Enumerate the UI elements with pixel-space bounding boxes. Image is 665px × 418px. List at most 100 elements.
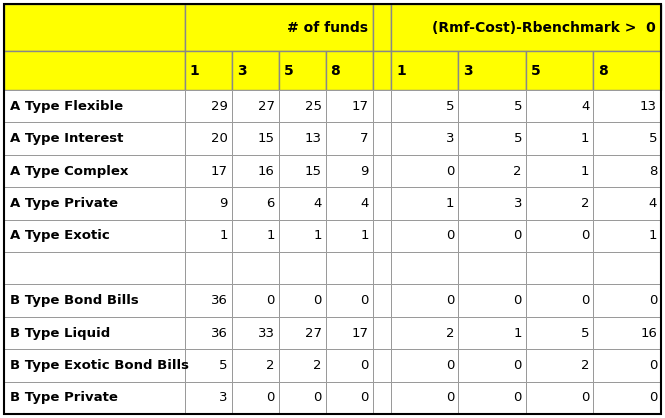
Bar <box>326 349 372 382</box>
Text: B Type Private: B Type Private <box>10 391 118 404</box>
Bar <box>279 252 326 284</box>
Bar <box>279 317 326 349</box>
Text: 0: 0 <box>513 391 522 404</box>
Bar <box>391 187 458 220</box>
Text: A Type Interest: A Type Interest <box>10 132 124 145</box>
Bar <box>372 90 391 122</box>
Bar <box>391 90 458 122</box>
Bar <box>526 122 593 155</box>
Bar <box>372 51 391 90</box>
Text: 20: 20 <box>211 132 227 145</box>
Text: 2: 2 <box>446 326 454 339</box>
Text: 1: 1 <box>396 64 406 78</box>
Text: A Type Complex: A Type Complex <box>10 165 128 178</box>
Bar <box>279 284 326 317</box>
Bar <box>231 155 279 187</box>
Text: 1: 1 <box>360 229 368 242</box>
Text: A Type Private: A Type Private <box>10 197 118 210</box>
Bar <box>372 155 391 187</box>
Bar <box>526 51 593 90</box>
Text: 0: 0 <box>581 229 589 242</box>
Bar <box>372 284 391 317</box>
Text: A Type Flexible: A Type Flexible <box>10 100 123 113</box>
Bar <box>458 155 526 187</box>
Bar <box>391 284 458 317</box>
Bar <box>231 51 279 90</box>
Text: 0: 0 <box>266 294 275 307</box>
Bar <box>593 349 661 382</box>
Text: 5: 5 <box>581 326 589 339</box>
Bar <box>391 252 458 284</box>
Text: 0: 0 <box>581 294 589 307</box>
Bar <box>4 51 185 90</box>
Text: 36: 36 <box>211 294 227 307</box>
Bar <box>593 220 661 252</box>
Text: 5: 5 <box>446 100 454 113</box>
Text: 17: 17 <box>211 165 227 178</box>
Text: B Type Exotic Bond Bills: B Type Exotic Bond Bills <box>10 359 189 372</box>
Text: 5: 5 <box>513 132 522 145</box>
Bar <box>279 220 326 252</box>
Bar <box>185 349 231 382</box>
Bar <box>231 220 279 252</box>
Bar <box>185 284 231 317</box>
Bar <box>231 382 279 414</box>
Bar <box>458 122 526 155</box>
Text: 0: 0 <box>360 294 368 307</box>
Text: 4: 4 <box>648 197 657 210</box>
Bar <box>526 349 593 382</box>
Text: 3: 3 <box>513 197 522 210</box>
Bar <box>279 155 326 187</box>
Text: 13: 13 <box>305 132 322 145</box>
Text: 2: 2 <box>313 359 322 372</box>
Bar <box>526 284 593 317</box>
Text: 1: 1 <box>513 326 522 339</box>
Text: 3: 3 <box>446 132 454 145</box>
Bar <box>391 382 458 414</box>
Bar <box>593 252 661 284</box>
Bar <box>279 187 326 220</box>
Text: 17: 17 <box>352 100 368 113</box>
Bar <box>372 4 391 51</box>
Bar <box>4 90 185 122</box>
Bar <box>593 284 661 317</box>
Text: 0: 0 <box>446 391 454 404</box>
Bar <box>185 187 231 220</box>
Text: B Type Liquid: B Type Liquid <box>10 326 110 339</box>
Text: 36: 36 <box>211 326 227 339</box>
Text: 5: 5 <box>531 64 541 78</box>
Text: 0: 0 <box>648 294 657 307</box>
Text: 0: 0 <box>360 359 368 372</box>
Text: # of funds: # of funds <box>287 20 368 35</box>
Text: 1: 1 <box>190 64 200 78</box>
Text: 16: 16 <box>640 326 657 339</box>
Bar <box>526 382 593 414</box>
Text: 4: 4 <box>313 197 322 210</box>
Text: 27: 27 <box>257 100 275 113</box>
Text: 6: 6 <box>266 197 275 210</box>
Text: 15: 15 <box>305 165 322 178</box>
Bar <box>458 284 526 317</box>
Text: 0: 0 <box>648 359 657 372</box>
Text: 16: 16 <box>258 165 275 178</box>
Text: 3: 3 <box>237 64 246 78</box>
Text: 5: 5 <box>648 132 657 145</box>
Bar <box>593 90 661 122</box>
Text: 25: 25 <box>305 100 322 113</box>
Bar <box>231 122 279 155</box>
Bar <box>458 51 526 90</box>
Bar <box>458 90 526 122</box>
Bar <box>279 90 326 122</box>
Bar <box>231 187 279 220</box>
Text: 17: 17 <box>352 326 368 339</box>
Bar <box>391 122 458 155</box>
Text: (Rmf-Cost)-Rbenchmark >  0: (Rmf-Cost)-Rbenchmark > 0 <box>432 20 656 35</box>
Text: 8: 8 <box>331 64 340 78</box>
Text: 5: 5 <box>284 64 293 78</box>
Bar <box>593 187 661 220</box>
Bar <box>391 220 458 252</box>
Bar <box>391 349 458 382</box>
Bar <box>185 220 231 252</box>
Text: 0: 0 <box>446 359 454 372</box>
Text: 1: 1 <box>313 229 322 242</box>
